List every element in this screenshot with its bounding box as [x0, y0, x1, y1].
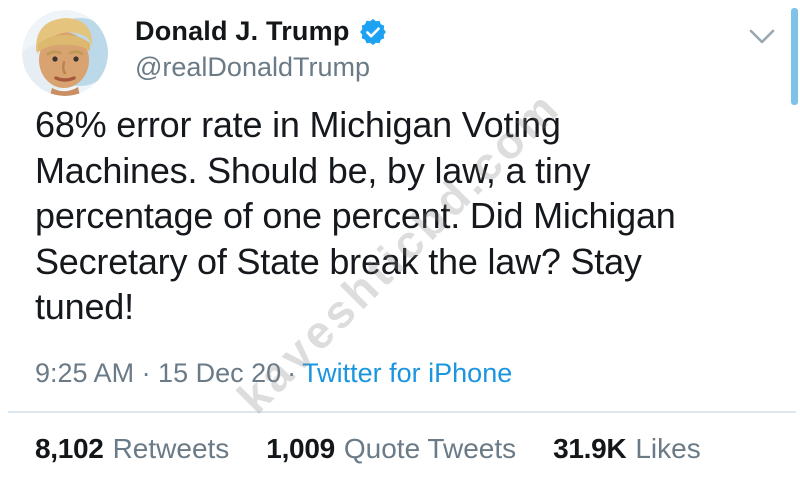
chevron-down-icon — [749, 29, 775, 44]
retweets-stat[interactable]: 8,102 Retweets — [35, 433, 229, 465]
timestamp: 9:25 AM · 15 Dec 20 — [35, 358, 282, 388]
avatar-photo-icon — [22, 10, 108, 96]
likes-stat[interactable]: 31.9K Likes — [553, 433, 701, 465]
tweet-text-line: Machines. Should be, by law, a tiny — [35, 149, 591, 191]
quote-tweets-count: 1,009 — [266, 433, 335, 464]
likes-count: 31.9K — [553, 433, 627, 464]
meta-separator: · — [287, 358, 297, 388]
quote-tweets-stat[interactable]: 1,009 Quote Tweets — [266, 433, 516, 465]
user-block: Donald J. Trump @realDonaldTrump — [135, 16, 387, 83]
divider — [8, 411, 796, 413]
tweet-text-line: Secretary of State break the law? Stay — [35, 240, 642, 282]
avatar[interactable] — [22, 10, 108, 96]
source-link[interactable]: Twitter for iPhone — [302, 358, 513, 388]
tweet-meta: 9:25 AM · 15 Dec 20 · Twitter for iPhone — [35, 358, 512, 389]
username[interactable]: @realDonaldTrump — [135, 52, 370, 82]
tweet-text: 68% error rate in Michigan Voting Machin… — [35, 102, 775, 330]
retweets-count: 8,102 — [35, 433, 104, 464]
quote-tweets-label: Quote Tweets — [343, 433, 517, 464]
tweet-text-line: percentage of one percent. Did Michigan — [35, 195, 676, 236]
display-name[interactable]: Donald J. Trump — [135, 16, 350, 46]
tweet-text-line: 68% error rate in Michigan Voting — [35, 104, 561, 145]
more-menu-button[interactable] — [748, 26, 776, 48]
scrollbar-thumb[interactable] — [791, 8, 798, 105]
likes-label: Likes — [635, 433, 701, 464]
verified-badge-icon — [359, 18, 386, 45]
tweet-text-line: tuned! — [35, 286, 134, 327]
stats-row: 8,102 Retweets 1,009 Quote Tweets 31.9K … — [35, 433, 738, 465]
retweets-label: Retweets — [112, 433, 230, 464]
